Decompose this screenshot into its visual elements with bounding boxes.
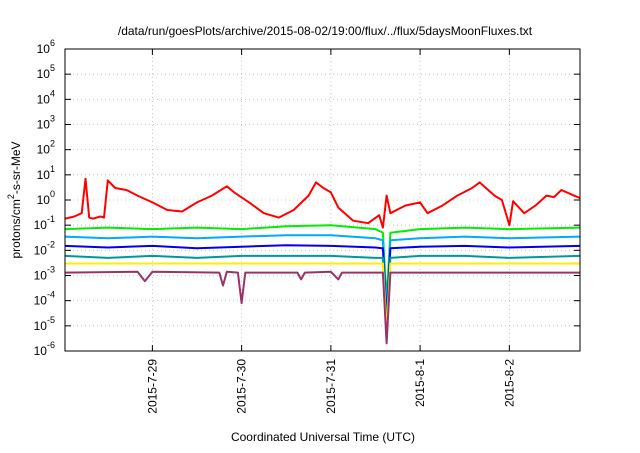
series-line-1	[64, 177, 581, 229]
series-line-4	[64, 244, 581, 320]
series-lines	[64, 177, 581, 345]
x-tick-label: 2015-8-1	[413, 359, 427, 407]
chart-title: /data/run/goesPlots/archive/2015-08-02/1…	[118, 24, 533, 38]
x-axis-ticks: 2015-7-29 2015-7-30 2015-7-31 2015-8-1 2015-…	[145, 49, 516, 414]
x-axis-label: Coordinated Universal Time (UTC)	[231, 430, 415, 444]
y-axis-ticks: 10-610-510-410-310-210-11001011021031041…	[34, 38, 580, 358]
series-line-3	[64, 234, 581, 312]
series-line-2	[64, 224, 581, 302]
x-tick-label: 2015-7-31	[324, 359, 338, 414]
x-tick-label: 2015-7-30	[235, 359, 249, 414]
y-axis-label: protons/cm2-s-sr-MeV	[6, 141, 23, 258]
series-line-7	[64, 270, 580, 345]
x-tick-label: 2015-7-29	[145, 359, 159, 414]
series-line-5	[64, 254, 581, 327]
x-tick-label: 2015-8-2	[502, 359, 516, 407]
